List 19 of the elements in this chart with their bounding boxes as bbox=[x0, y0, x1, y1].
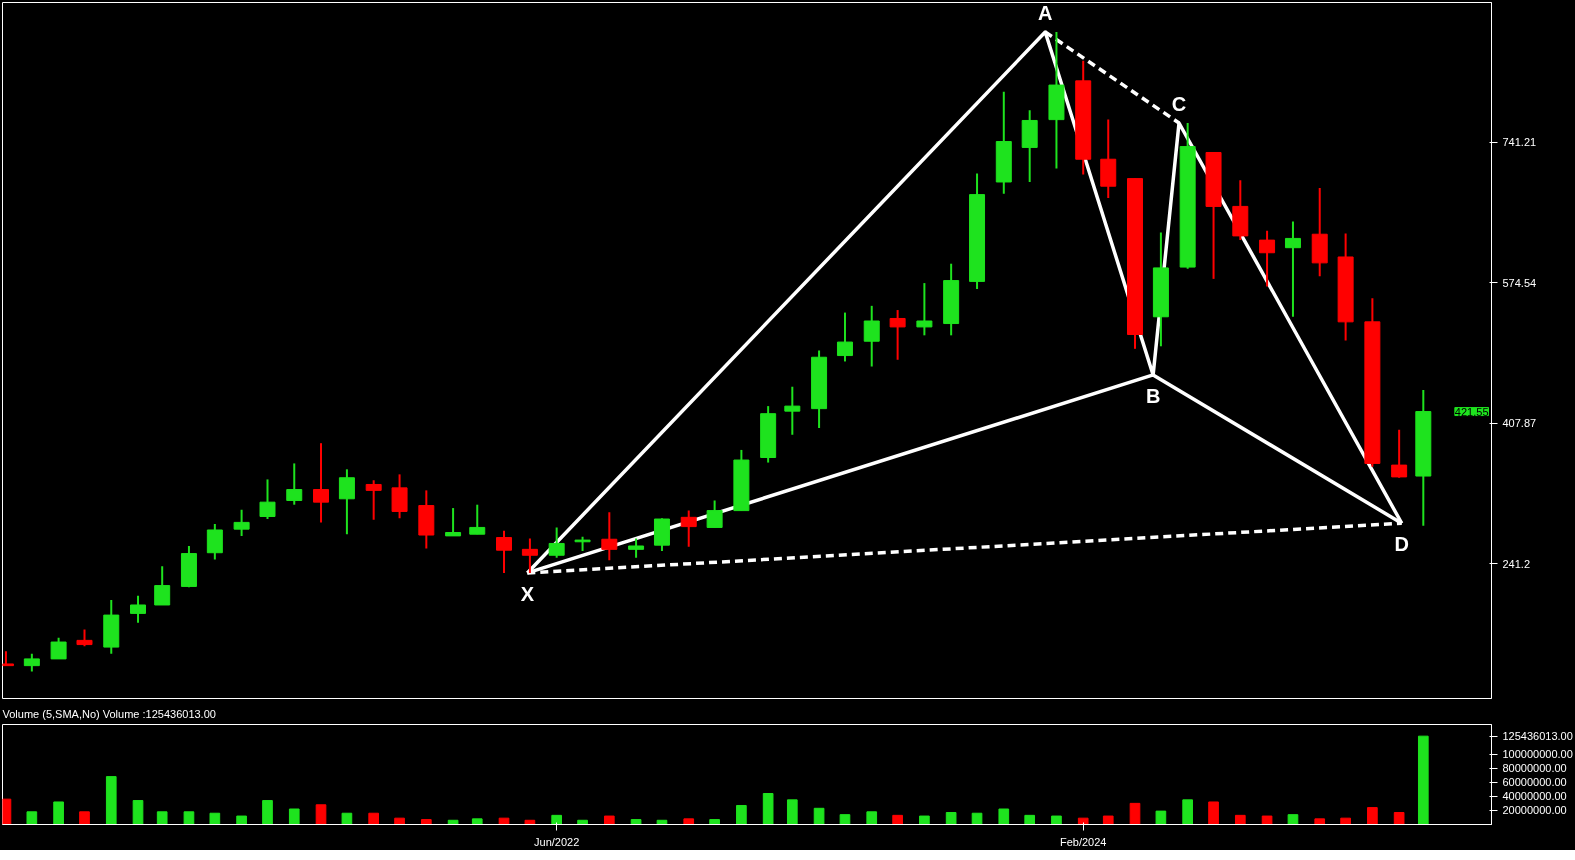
annotation: D bbox=[1394, 533, 1409, 556]
annotation: C bbox=[1171, 92, 1187, 115]
y-tick-label: 241.2 bbox=[1502, 557, 1531, 570]
y-tick-label: 407.87 bbox=[1502, 417, 1537, 430]
y-tick-label: 741.21 bbox=[1502, 136, 1537, 149]
y-tick-label: 125436013.00 bbox=[1502, 730, 1573, 743]
annotation: A bbox=[1038, 1, 1053, 24]
annotation: 421.55 bbox=[1454, 405, 1489, 418]
annotation: X bbox=[520, 582, 535, 605]
annotation: B bbox=[1145, 384, 1161, 407]
y-tick-label: 80000000.00 bbox=[1502, 762, 1567, 775]
x-tick-label: Feb/2024 bbox=[1059, 835, 1107, 848]
y-tick-label: 574.54 bbox=[1502, 276, 1537, 289]
y-tick-label: 40000000.00 bbox=[1502, 790, 1567, 803]
y-tick-label: 100000000.00 bbox=[1502, 748, 1573, 761]
x-tick-label: Jun/2022 bbox=[534, 835, 580, 848]
chart-title: Volume (5,SMA,No) Volume :125436013.00 bbox=[2, 707, 216, 720]
y-tick-label: 60000000.00 bbox=[1502, 776, 1567, 789]
y-tick-label: 20000000.00 bbox=[1502, 804, 1567, 817]
